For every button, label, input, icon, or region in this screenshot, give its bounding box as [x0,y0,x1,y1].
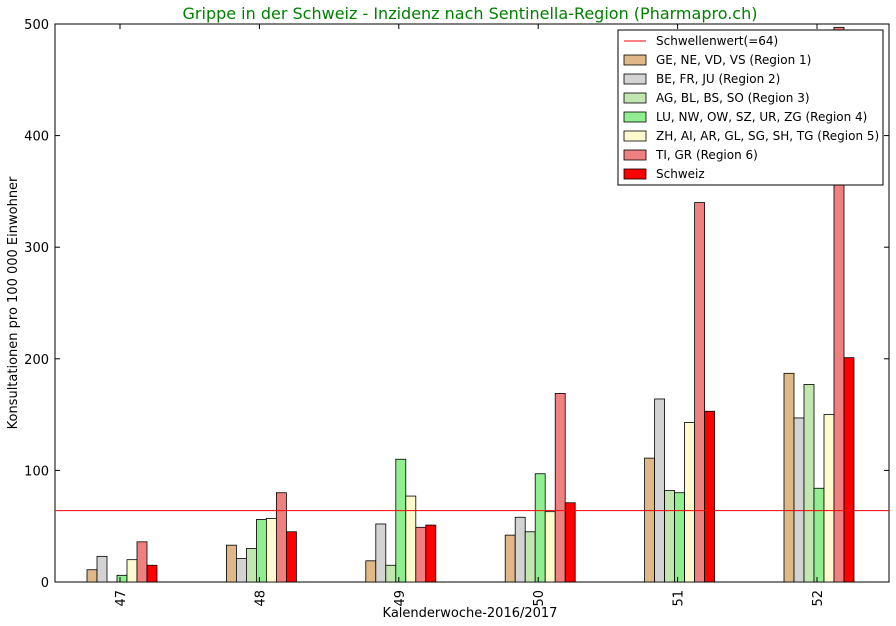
x-tick-label: 52 [811,590,826,607]
legend-label: Schweiz [656,167,705,181]
bar [544,511,556,583]
legend-label: TI, GR (Region 6) [655,148,758,162]
bar [245,548,257,583]
y-axis-ticks: 0 100 200 300 400 500 [24,18,889,591]
bar [654,398,665,583]
x-tick-label: 49 [393,590,408,607]
legend-label: LU, NW, OW, SZ, UR, ZG (Region 4) [656,110,867,124]
bar [255,519,267,583]
chart-title: Grippe in der Schweiz - Inzidenz nach Se… [183,4,758,23]
y-tick-label: 400 [24,130,49,145]
bar [783,372,795,583]
legend-label: BE, FR, JU (Region 2) [656,72,780,86]
bar [674,492,685,583]
legend-label: AG, BL, BS, SO (Region 3) [656,91,810,105]
bar [116,574,128,583]
x-tick-label: 47 [114,590,129,607]
bar [365,560,377,583]
legend-swatch [623,168,647,180]
legend: Schwellenwert(=64) GE, NE, VD, VS (Region… [617,29,884,186]
x-tick-label: 50 [532,590,547,607]
bar [385,564,397,583]
bar [405,495,417,583]
y-tick-label: 0 [41,576,49,591]
bars-group [86,26,855,583]
bar [534,473,546,583]
legend-label: Schwellenwert(=64) [656,34,778,48]
bar [813,487,825,583]
y-tick-label: 100 [24,464,49,479]
legend-swatch [623,130,647,142]
legend-box [617,29,884,186]
legend-label: ZH, AI, AR, GL, SG, SH, TG (Region 5) [656,129,879,143]
legend-swatch [623,111,647,123]
legend-swatch [623,149,647,161]
bar [146,564,158,583]
y-axis-label: Konsultationen pro 100 000 Einwohner [6,176,21,429]
x-axis-ticks: 47 48 49 50 51 52 [114,24,826,607]
bar [833,26,845,583]
bar [803,384,815,583]
bar [235,558,247,583]
bar [704,410,715,583]
y-tick-label: 300 [24,241,49,256]
bar [415,526,427,583]
x-axis-label: Kalenderwoche-2016/2017 [383,606,558,621]
x-tick-label: 51 [672,590,687,607]
bar [395,458,407,583]
y-tick-label: 500 [24,18,49,33]
bar [275,492,287,583]
legend-label: GE, NE, VD, VS (Region 1) [656,53,811,67]
bar [524,531,536,583]
bar [375,523,387,583]
legend-swatch [623,92,647,104]
bar [644,457,655,583]
x-tick-label: 48 [253,590,268,607]
bar [126,559,138,583]
bar [504,534,516,583]
bar [265,517,277,583]
bar [664,490,675,583]
bar [425,524,437,583]
bar [793,417,805,583]
bar [684,422,695,583]
bar [564,502,576,583]
bar [694,202,705,583]
bar [225,544,237,583]
y-tick-label: 200 [24,353,49,368]
bar [514,516,526,583]
bar [823,414,835,583]
legend-swatch [623,73,647,85]
legend-swatch [623,54,647,66]
bar [136,541,148,583]
bar [86,569,98,583]
bar [843,357,855,583]
bar [554,392,566,583]
bar [285,531,297,583]
bar [96,555,108,583]
